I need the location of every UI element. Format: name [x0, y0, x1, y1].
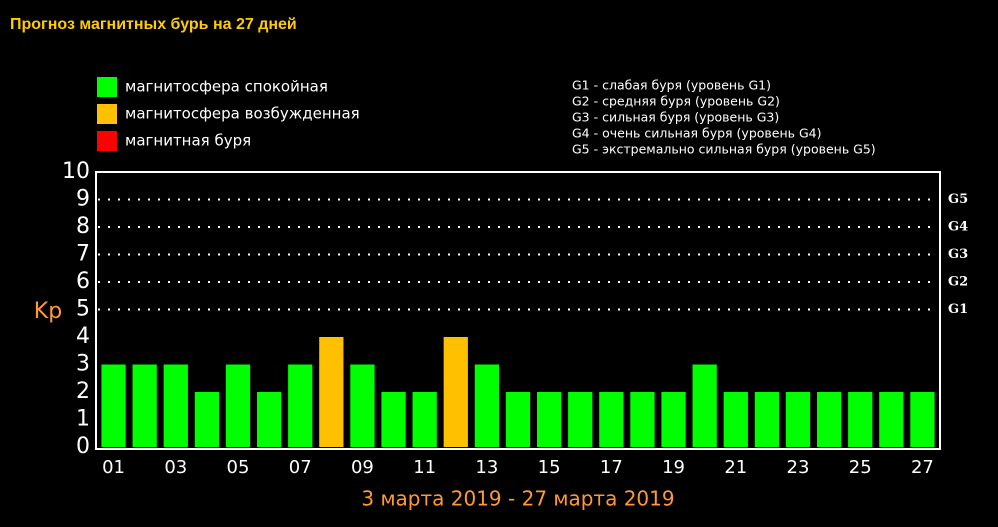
storm-level-note: G1 - слабая буря (уровень G1) — [572, 78, 771, 93]
bar — [288, 364, 313, 447]
y-tick-label: 3 — [76, 352, 90, 377]
x-tick-label: 01 — [102, 457, 125, 478]
y-tick-label: 0 — [76, 434, 90, 459]
legend-label: магнитосфера возбужденная — [125, 105, 360, 123]
bar — [350, 364, 375, 447]
bar — [630, 392, 655, 447]
legend-label: магнитная буря — [125, 132, 251, 150]
bar — [536, 392, 562, 447]
bar — [723, 392, 748, 447]
bar — [910, 392, 935, 447]
x-tick-label: 17 — [600, 457, 623, 478]
y2-tick-label: G5 — [948, 192, 968, 207]
x-tick-label: 19 — [662, 457, 685, 478]
legend-swatch — [97, 77, 117, 97]
bar — [879, 392, 904, 447]
bar — [256, 392, 282, 447]
x-tick-label: 05 — [227, 457, 250, 478]
legend-swatch — [97, 131, 117, 151]
bar — [785, 392, 811, 447]
x-tick-label: 15 — [538, 457, 561, 478]
x-tick-label: 25 — [849, 457, 872, 478]
x-tick-label: 07 — [289, 457, 312, 478]
bar — [474, 364, 500, 447]
bar — [132, 364, 157, 447]
y-tick-label: 9 — [76, 187, 90, 212]
y2-tick-label: G2 — [948, 275, 968, 290]
y2-tick-label: G1 — [948, 302, 968, 317]
chart-title: Прогноз магнитных бурь на 27 дней — [10, 16, 297, 33]
bar — [599, 392, 624, 447]
legend-label: магнитосфера спокойная — [125, 78, 328, 96]
x-tick-label: 13 — [475, 457, 498, 478]
y-tick-label: 1 — [76, 407, 90, 432]
bar — [505, 392, 531, 447]
bar — [848, 392, 873, 447]
y-tick-label: 4 — [76, 324, 90, 349]
bar — [443, 337, 468, 447]
bar — [412, 392, 437, 447]
y2-tick-label: G3 — [948, 247, 968, 262]
y-tick-label: 7 — [76, 242, 90, 267]
x-tick-label: 27 — [911, 457, 934, 478]
storm-level-note: G5 - экстремально сильная буря (уровень … — [572, 142, 876, 157]
bar — [692, 364, 717, 447]
storm-level-note: G4 - очень сильная буря (уровень G4) — [572, 126, 822, 141]
x-axis-label: 3 марта 2019 - 27 марта 2019 — [361, 487, 674, 511]
x-tick-label: 23 — [787, 457, 810, 478]
bar — [101, 364, 126, 447]
bar — [754, 392, 780, 447]
y-tick-label: 8 — [76, 214, 90, 239]
bar — [568, 392, 593, 447]
bar — [163, 364, 188, 447]
y-tick-label: 2 — [76, 379, 90, 404]
bar — [194, 392, 220, 447]
plot-frame — [95, 171, 941, 450]
x-tick-label: 21 — [724, 457, 747, 478]
bar — [225, 364, 251, 447]
bar — [661, 392, 686, 447]
legend-swatch — [97, 104, 117, 124]
x-tick-label: 09 — [351, 457, 374, 478]
storm-level-note: G3 - сильная буря (уровень G3) — [572, 110, 779, 125]
storm-level-note: G2 - средняя буря (уровень G2) — [572, 94, 780, 109]
y2-tick-label: G4 — [948, 220, 968, 235]
x-tick-label: 03 — [164, 457, 187, 478]
bar — [319, 337, 344, 447]
bar — [816, 392, 842, 447]
bar — [381, 392, 406, 447]
y-axis-label: Kp — [34, 299, 62, 324]
x-tick-label: 11 — [413, 457, 436, 478]
y-tick-label: 5 — [76, 297, 90, 322]
y-tick-label: 10 — [62, 159, 90, 184]
y-tick-label: 6 — [76, 269, 90, 294]
